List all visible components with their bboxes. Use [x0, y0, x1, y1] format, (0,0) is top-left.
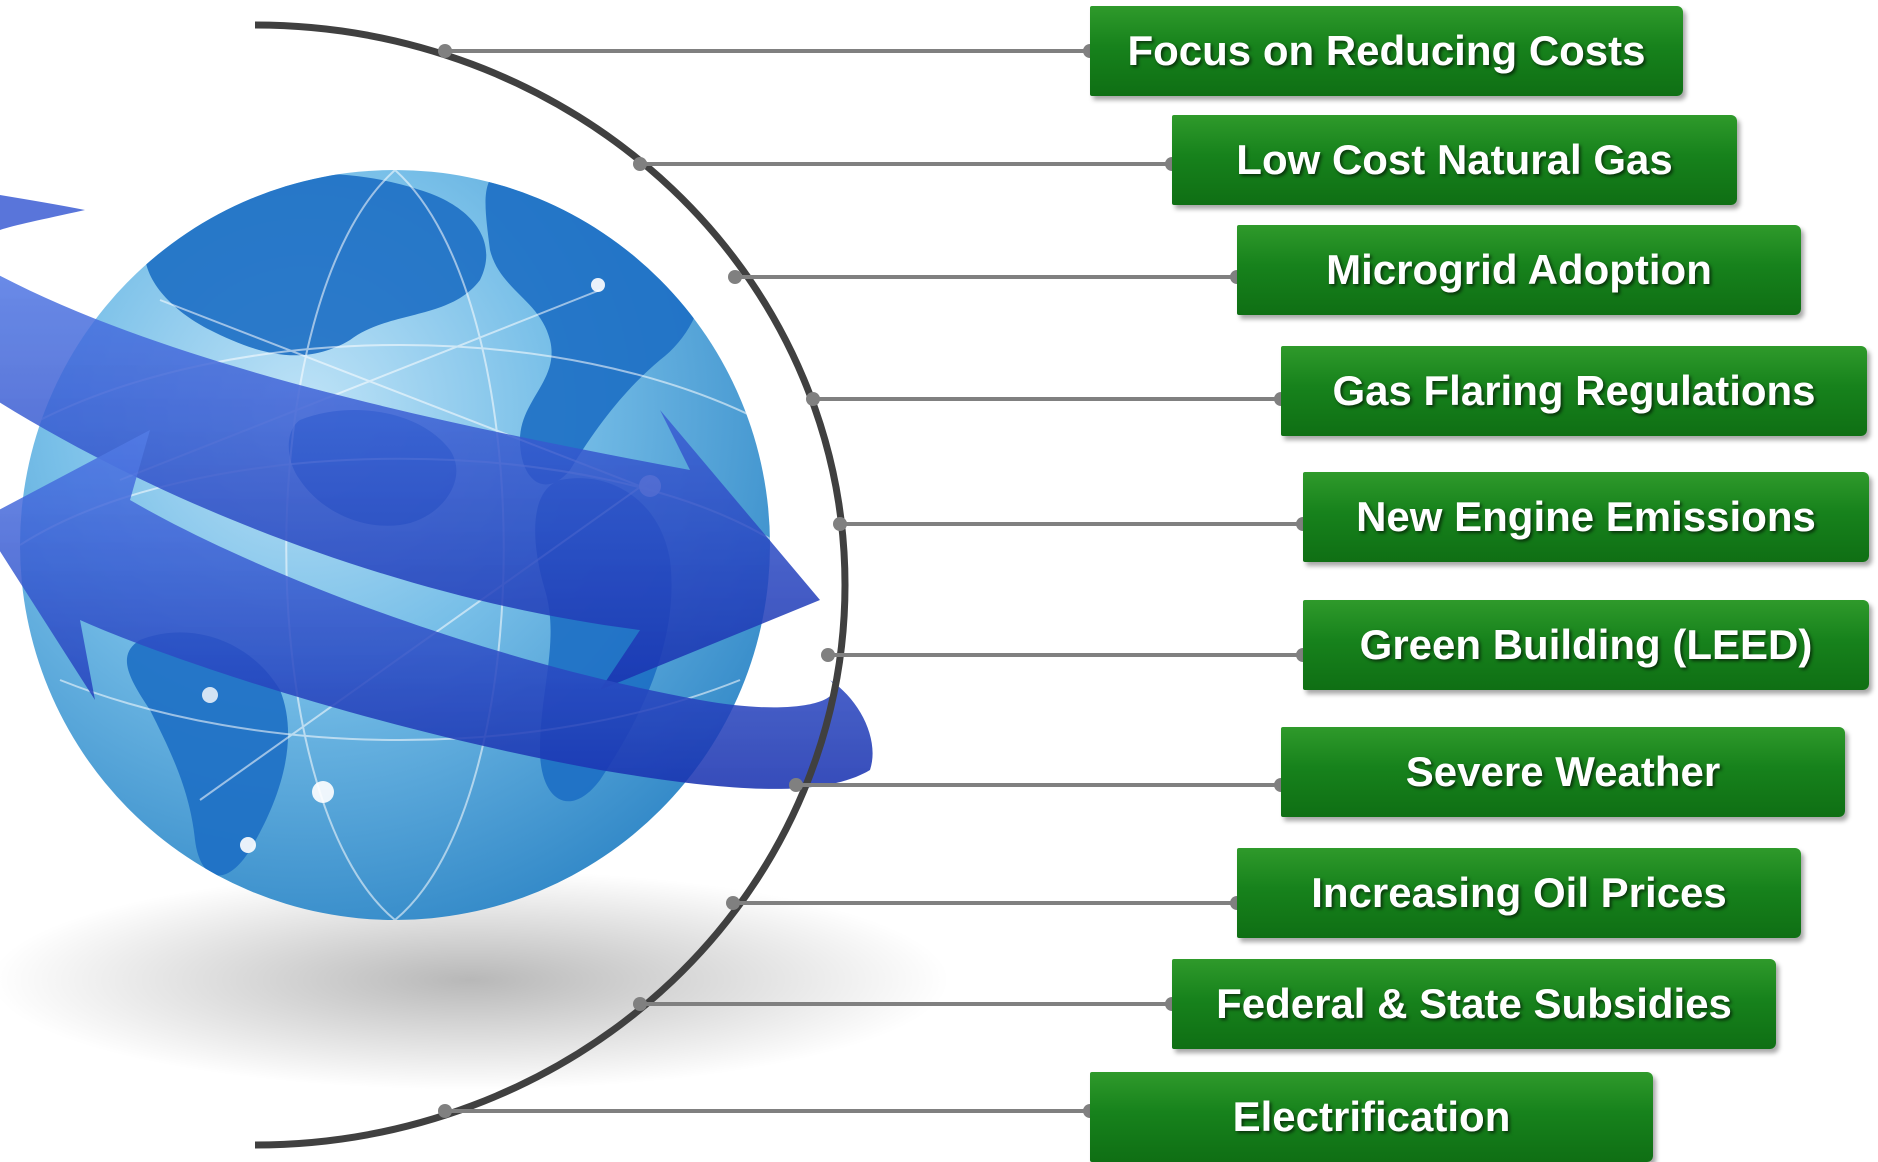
driver-box-low-cost-natural-gas: Low Cost Natural Gas — [1172, 115, 1737, 205]
connector-dot-arc — [438, 44, 452, 58]
driver-label: Green Building (LEED) — [1359, 621, 1813, 668]
connector-microgrid-adoption — [728, 270, 1244, 284]
driver-label: Focus on Reducing Costs — [1127, 27, 1646, 74]
driver-box-severe-weather: Severe Weather — [1281, 727, 1845, 817]
driver-label: New Engine Emissions — [1356, 493, 1816, 540]
driver-box-microgrid-adoption: Microgrid Adoption — [1237, 225, 1801, 315]
dividing-arc — [254, 21, 849, 1149]
driver-box-focus-on-reducing-costs: Focus on Reducing Costs — [1090, 6, 1683, 96]
driver-label: Microgrid Adoption — [1326, 246, 1712, 293]
driver-label: Severe Weather — [1405, 748, 1721, 795]
driver-box-electrification: Electrification — [1090, 1072, 1653, 1162]
driver-label: Gas Flaring Regulations — [1332, 367, 1816, 414]
globe-with-arrows-icon — [0, 170, 950, 1090]
connector-dot-arc — [806, 392, 820, 406]
driver-box-increasing-oil-prices: Increasing Oil Prices — [1237, 848, 1801, 938]
globe-shadow — [0, 870, 950, 1090]
connector-dot-arc — [821, 648, 835, 662]
connector-severe-weather — [789, 778, 1288, 792]
connector-electrification — [438, 1104, 1097, 1118]
driver-box-green-building-leed: Green Building (LEED) — [1303, 600, 1869, 690]
connector-dot-arc — [728, 270, 742, 284]
driver-label: Low Cost Natural Gas — [1236, 136, 1673, 183]
swirl-arrows — [0, 195, 873, 789]
connector-new-engine-emissions — [833, 517, 1310, 531]
driver-label: Increasing Oil Prices — [1311, 869, 1727, 916]
connector-green-building-leed — [821, 648, 1310, 662]
connector-gas-flaring-regulations — [806, 392, 1288, 406]
driver-label: Electrification — [1232, 1093, 1511, 1140]
connector-dot-arc — [633, 997, 647, 1011]
connector-dot-arc — [633, 157, 647, 171]
driver-label: Federal & State Subsidies — [1216, 980, 1732, 1027]
connector-dot-arc — [789, 778, 803, 792]
driver-box-new-engine-emissions: New Engine Emissions — [1303, 472, 1869, 562]
connector-low-cost-natural-gas — [633, 157, 1179, 171]
connector-dot-arc — [438, 1104, 452, 1118]
driver-box-gas-flaring-regulations: Gas Flaring Regulations — [1281, 346, 1867, 436]
driver-box-federal-state-subsidies: Federal & State Subsidies — [1172, 959, 1776, 1049]
connector-focus-on-reducing-costs — [438, 44, 1097, 58]
connector-dot-arc — [833, 517, 847, 531]
connector-dot-arc — [726, 896, 740, 910]
